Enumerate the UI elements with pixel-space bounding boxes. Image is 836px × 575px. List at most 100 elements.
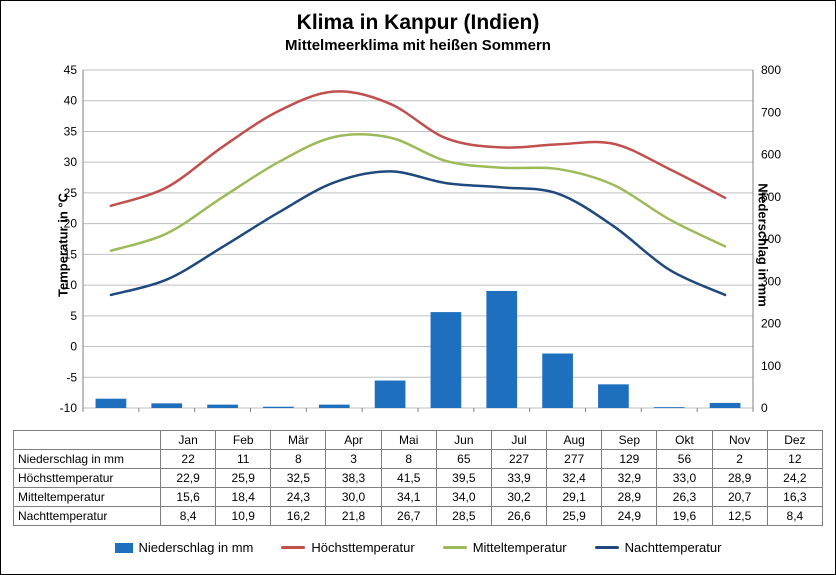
row-label-night: Nachttemperatur <box>14 507 161 526</box>
table-cell: 41,5 <box>381 469 436 488</box>
table-cell: 28,9 <box>712 469 767 488</box>
svg-text:30: 30 <box>64 155 78 169</box>
table-cell: 20,7 <box>712 488 767 507</box>
month-header: Mai <box>381 431 436 450</box>
legend-swatch-line <box>443 546 467 549</box>
table-cell: 18,4 <box>216 488 271 507</box>
legend-label: Niederschlag in mm <box>139 540 254 555</box>
precip-bar <box>654 407 685 408</box>
month-header: Jul <box>491 431 546 450</box>
table-cell: 38,3 <box>326 469 381 488</box>
table-cell: 24,2 <box>767 469 822 488</box>
table-cell: 277 <box>547 450 602 469</box>
table-cell: 10,9 <box>216 507 271 526</box>
table-cell: 11 <box>216 450 271 469</box>
legend-label: Höchsttemperatur <box>311 540 414 555</box>
table-cell: 33,0 <box>657 469 712 488</box>
legend-swatch-line <box>281 546 305 549</box>
table-cell: 26,6 <box>491 507 546 526</box>
row-label-precip: Niederschlag in mm <box>14 450 161 469</box>
precip-bar <box>207 405 238 408</box>
table-cell: 8 <box>381 450 436 469</box>
table-cell: 22,9 <box>161 469 216 488</box>
table-cell: 227 <box>491 450 546 469</box>
svg-text:45: 45 <box>64 63 78 77</box>
svg-text:-5: -5 <box>66 370 77 384</box>
y-axis-left-label: Temperatur in °C <box>55 193 70 297</box>
precip-bar <box>542 353 573 408</box>
table-cell: 16,3 <box>767 488 822 507</box>
svg-text:100: 100 <box>761 359 781 373</box>
month-header: Jan <box>161 431 216 450</box>
row-label-mean: Mitteltemperatur <box>14 488 161 507</box>
table-cell: 33,9 <box>491 469 546 488</box>
precip-bar <box>263 407 294 408</box>
precip-bar <box>96 399 127 408</box>
chart-title: Klima in Kanpur (Indien) <box>13 11 823 35</box>
month-header: Dez <box>767 431 822 450</box>
legend: Niederschlag in mm Höchsttemperatur Mittel… <box>13 540 823 555</box>
table-cell: 29,1 <box>547 488 602 507</box>
table-cell: 21,8 <box>326 507 381 526</box>
table-cell: 8,4 <box>767 507 822 526</box>
legend-label: Mitteltemperatur <box>473 540 567 555</box>
svg-text:35: 35 <box>64 124 78 138</box>
table-cell: 32,5 <box>271 469 326 488</box>
y-axis-right-label: Niederschlag in mm <box>756 183 771 307</box>
table-cell: 8 <box>271 450 326 469</box>
legend-item-high: Höchsttemperatur <box>281 540 414 555</box>
precip-bar <box>710 403 741 408</box>
precip-bar <box>431 312 462 408</box>
legend-swatch-bar <box>115 543 133 553</box>
table-corner <box>14 431 161 450</box>
table-cell: 25,9 <box>216 469 271 488</box>
table-cell: 15,6 <box>161 488 216 507</box>
table-cell: 3 <box>326 450 381 469</box>
precip-bar <box>151 403 182 408</box>
svg-text:0: 0 <box>761 401 768 415</box>
table-cell: 22 <box>161 450 216 469</box>
legend-item-night: Nachttemperatur <box>595 540 722 555</box>
svg-text:800: 800 <box>761 63 781 77</box>
table-cell: 24,3 <box>271 488 326 507</box>
month-header: Mär <box>271 431 326 450</box>
month-header: Aug <box>547 431 602 450</box>
table-cell: 39,5 <box>436 469 491 488</box>
svg-text:40: 40 <box>64 94 78 108</box>
table-cell: 56 <box>657 450 712 469</box>
table-cell: 129 <box>602 450 657 469</box>
data-table: JanFebMärAprMaiJunJulAugSepOktNovDezNied… <box>13 430 823 526</box>
legend-label: Nachttemperatur <box>625 540 722 555</box>
legend-swatch-line <box>595 546 619 549</box>
precip-bar <box>598 384 629 408</box>
month-header: Apr <box>326 431 381 450</box>
table-cell: 12,5 <box>712 507 767 526</box>
climate-chart: -10-505101520253035404501002003004005006… <box>13 60 823 430</box>
svg-text:0: 0 <box>70 340 77 354</box>
table-cell: 19,6 <box>657 507 712 526</box>
table-cell: 34,0 <box>436 488 491 507</box>
precip-bar <box>319 405 350 408</box>
svg-text:5: 5 <box>70 309 77 323</box>
table-cell: 28,9 <box>602 488 657 507</box>
night-temp-line <box>111 171 725 295</box>
chart-area: Temperatur in °C Niederschlag in mm -10 -… <box>13 60 823 430</box>
table-cell: 65 <box>436 450 491 469</box>
month-header: Feb <box>216 431 271 450</box>
svg-text:600: 600 <box>761 148 781 162</box>
table-cell: 2 <box>712 450 767 469</box>
svg-text:-10: -10 <box>60 401 78 415</box>
month-header: Jun <box>436 431 491 450</box>
table-cell: 30,2 <box>491 488 546 507</box>
svg-text:700: 700 <box>761 105 781 119</box>
table-cell: 30,0 <box>326 488 381 507</box>
month-header: Nov <box>712 431 767 450</box>
table-cell: 26,3 <box>657 488 712 507</box>
month-header: Okt <box>657 431 712 450</box>
precip-bar <box>486 291 517 408</box>
table-cell: 16,2 <box>271 507 326 526</box>
table-cell: 32,4 <box>547 469 602 488</box>
precip-bar <box>375 381 406 408</box>
table-cell: 25,9 <box>547 507 602 526</box>
legend-item-mean: Mitteltemperatur <box>443 540 567 555</box>
